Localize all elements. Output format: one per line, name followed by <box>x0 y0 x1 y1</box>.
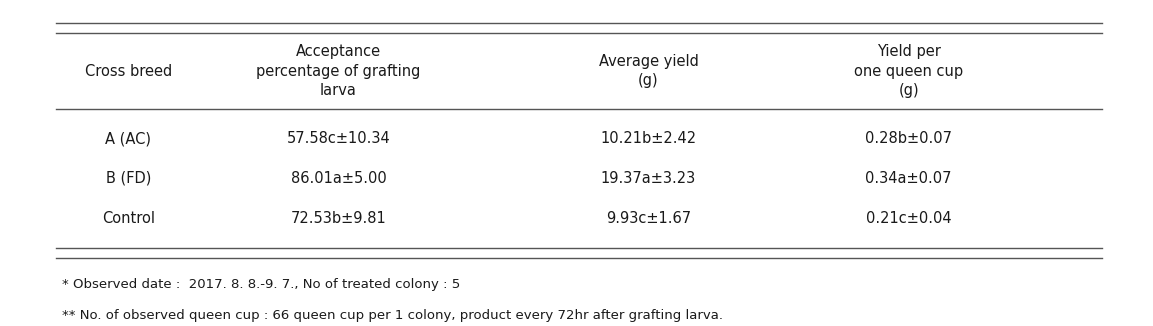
Text: 9.93c±1.67: 9.93c±1.67 <box>605 211 691 226</box>
Text: 0.21c±0.04: 0.21c±0.04 <box>866 211 951 226</box>
Text: Control: Control <box>101 211 155 226</box>
Text: Acceptance
percentage of grafting
larva: Acceptance percentage of grafting larva <box>256 44 421 98</box>
Text: 19.37a±3.23: 19.37a±3.23 <box>601 171 696 186</box>
Text: 72.53b±9.81: 72.53b±9.81 <box>291 211 386 226</box>
Text: 10.21b±2.42: 10.21b±2.42 <box>601 131 696 146</box>
Text: 0.34a±0.07: 0.34a±0.07 <box>865 171 952 186</box>
Text: Yield per
one queen cup
(g): Yield per one queen cup (g) <box>854 44 963 98</box>
Text: 0.28b±0.07: 0.28b±0.07 <box>865 131 952 146</box>
Text: ** No. of observed queen cup : 66 queen cup per 1 colony, product every 72hr aft: ** No. of observed queen cup : 66 queen … <box>62 308 723 321</box>
Text: Cross breed: Cross breed <box>84 64 172 79</box>
Text: * Observed date :  2017. 8. 8.-9. 7., No of treated colony : 5: * Observed date : 2017. 8. 8.-9. 7., No … <box>62 278 460 290</box>
Text: 86.01a±5.00: 86.01a±5.00 <box>291 171 386 186</box>
Text: 57.58c±10.34: 57.58c±10.34 <box>287 131 391 146</box>
Text: Average yield
(g): Average yield (g) <box>598 54 699 88</box>
Text: B (FD): B (FD) <box>106 171 151 186</box>
Text: A (AC): A (AC) <box>105 131 151 146</box>
